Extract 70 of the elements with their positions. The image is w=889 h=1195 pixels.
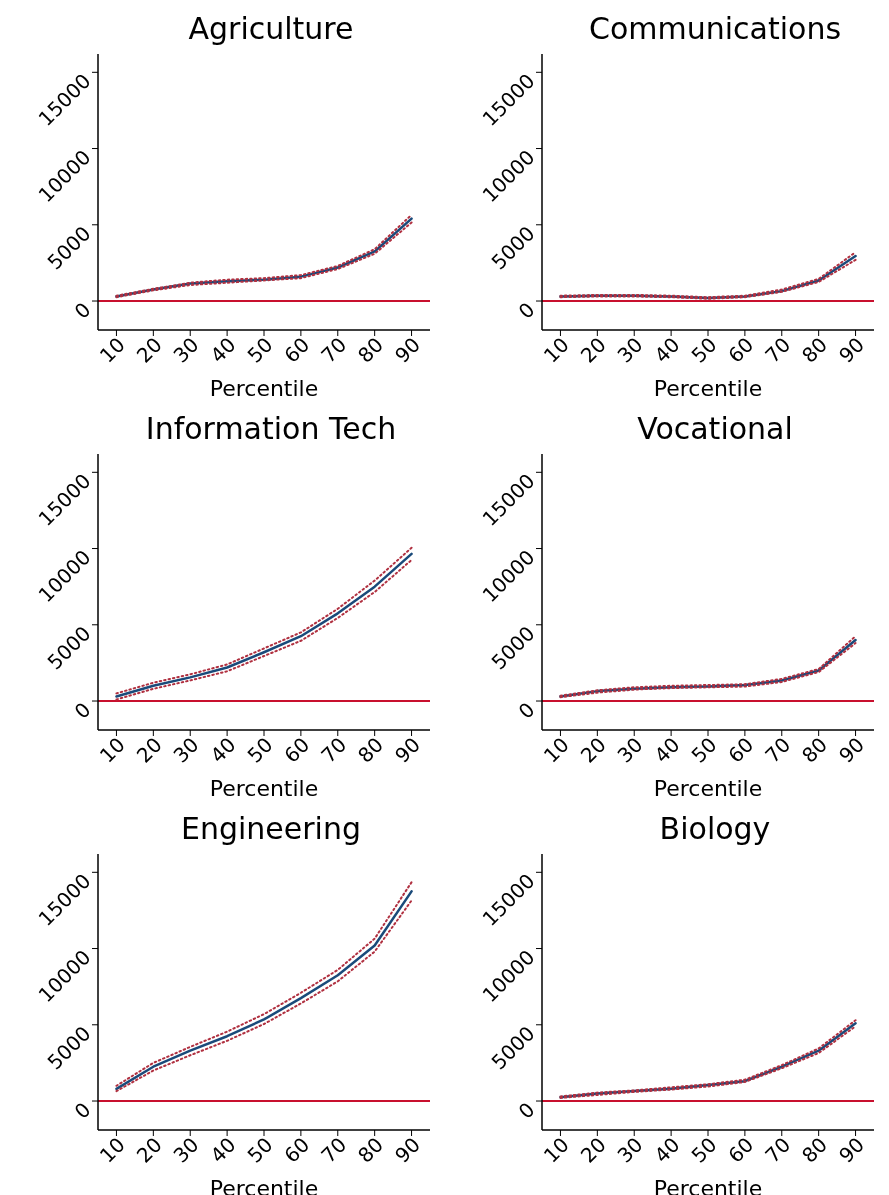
x-tick-label: 20 [131, 1132, 167, 1168]
x-axis-title: Percentile [653, 776, 763, 801]
x-tick-label: 80 [797, 332, 833, 368]
chart-title: Vocational [636, 410, 794, 448]
x-tick-label: 30 [168, 332, 204, 368]
x-tick-label: 40 [205, 1132, 241, 1168]
x-tick-label: 40 [205, 732, 241, 768]
y-tick-label: 0 [69, 697, 96, 724]
x-tick-label: 20 [131, 332, 167, 368]
x-tick-label: 10 [538, 732, 574, 768]
x-tick-label: 80 [797, 732, 833, 768]
x-tick-label: 80 [353, 732, 389, 768]
y-tick-label: 0 [513, 297, 540, 324]
x-tick-label: 60 [279, 332, 315, 368]
x-tick-label: 40 [649, 732, 685, 768]
x-tick-label: 40 [649, 1132, 685, 1168]
x-axis-title: Percentile [209, 376, 319, 401]
x-tick-label: 70 [760, 1132, 796, 1168]
chart-title: Agriculture [187, 10, 355, 48]
chart-title: Biology [658, 810, 772, 848]
x-tick-label: 90 [834, 732, 869, 768]
x-axis-title: Percentile [209, 776, 319, 801]
x-tick-label: 90 [390, 732, 425, 768]
x-axis-title: Percentile [653, 376, 763, 401]
x-tick-label: 90 [390, 1132, 425, 1168]
x-tick-label: 70 [316, 332, 352, 368]
x-tick-label: 30 [612, 732, 648, 768]
x-tick-label: 80 [797, 1132, 833, 1168]
x-tick-label: 10 [94, 732, 130, 768]
x-tick-label: 30 [168, 732, 204, 768]
x-tick-label: 10 [94, 1132, 130, 1168]
x-tick-label: 20 [575, 1132, 611, 1168]
x-tick-label: 30 [612, 1132, 648, 1168]
x-tick-label: 50 [686, 732, 722, 768]
y-tick-label: 0 [513, 1097, 540, 1124]
x-tick-label: 50 [686, 332, 722, 368]
x-tick-label: 50 [242, 1132, 278, 1168]
y-tick-label: 0 [513, 697, 540, 724]
x-tick-label: 50 [242, 732, 278, 768]
x-tick-label: 60 [279, 732, 315, 768]
y-tick-label: 0 [69, 1097, 96, 1124]
x-tick-label: 90 [390, 332, 425, 368]
x-tick-label: 80 [353, 1132, 389, 1168]
y-tick-label: 0 [69, 297, 96, 324]
x-tick-label: 60 [723, 1132, 759, 1168]
x-tick-label: 50 [686, 1132, 722, 1168]
x-tick-label: 70 [316, 1132, 352, 1168]
x-tick-label: 40 [649, 332, 685, 368]
chart-title: Communications [587, 10, 843, 48]
x-tick-label: 20 [575, 732, 611, 768]
x-tick-label: 60 [723, 732, 759, 768]
x-tick-label: 10 [94, 332, 130, 368]
x-tick-label: 70 [316, 732, 352, 768]
x-tick-label: 10 [538, 332, 574, 368]
x-tick-label: 60 [279, 1132, 315, 1168]
x-tick-label: 40 [205, 332, 241, 368]
x-tick-label: 60 [723, 332, 759, 368]
x-tick-label: 90 [834, 332, 869, 368]
x-tick-label: 10 [538, 1132, 574, 1168]
chart-title: Information Tech [144, 410, 398, 448]
x-tick-label: 30 [168, 1132, 204, 1168]
x-tick-label: 30 [612, 332, 648, 368]
x-tick-label: 90 [834, 1132, 869, 1168]
x-tick-label: 20 [131, 732, 167, 768]
x-tick-label: 20 [575, 332, 611, 368]
x-tick-label: 70 [760, 732, 796, 768]
x-tick-label: 70 [760, 332, 796, 368]
x-tick-label: 50 [242, 332, 278, 368]
chart-title: Engineering [180, 810, 362, 848]
x-tick-label: 80 [353, 332, 389, 368]
